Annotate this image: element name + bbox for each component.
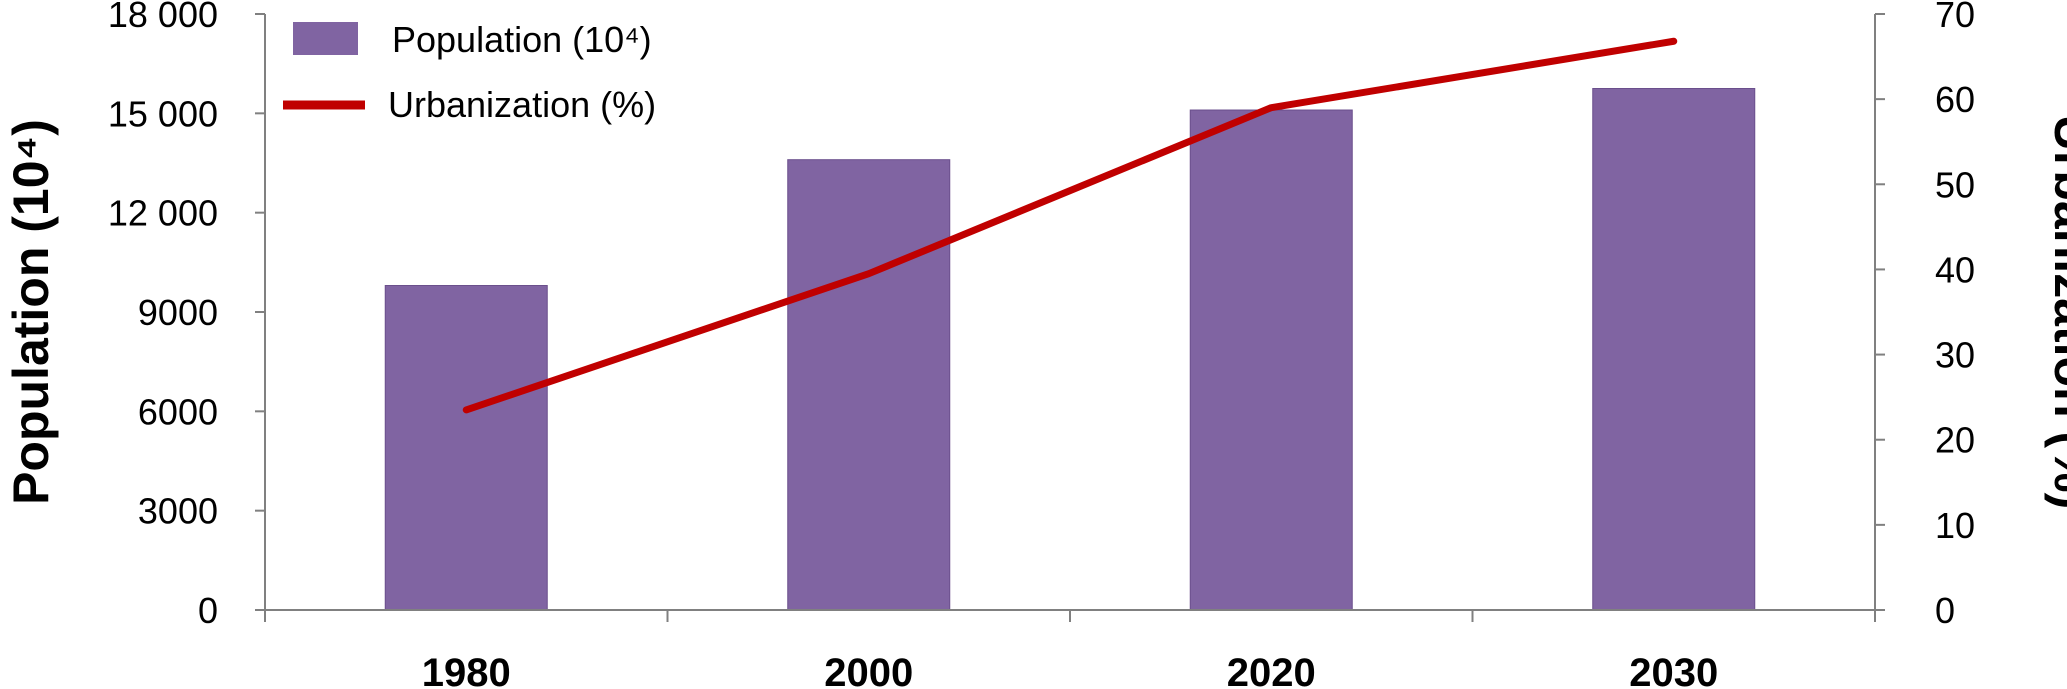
bars-group [384,88,1756,611]
urbanization-point-2000 [865,270,872,277]
right-tick-label: 0 [1935,590,1955,631]
urbanization-line [462,37,1678,414]
line-layer [462,37,1678,414]
bar-2000 [787,159,951,611]
right-tick-label: 10 [1935,505,1975,546]
bar-1980 [384,285,548,611]
bar-2030 [1592,88,1756,611]
x-ticks-group: 1980 2000 2020 2030 [264,610,1876,689]
right-tick-label: 50 [1935,164,1975,205]
legend-swatch-population [293,22,358,55]
left-axis-title: Population (10⁴) [3,119,59,505]
right-tick-label: 40 [1935,249,1975,290]
right-tick-label: 70 [1935,0,1975,35]
legend-label-population: Population (10⁴) [392,19,652,60]
left-tick-label: 12 000 [108,193,218,234]
x-tick-label-2000: 2000 [824,651,913,689]
left-tick-label: 15 000 [108,93,218,134]
left-ticks-group: 0 3000 6000 9000 12 000 15 000 18 000 [108,0,265,631]
bar-2020 [1189,109,1353,611]
urbanization-point-2020 [1268,104,1275,111]
urbanization-point-2030 [1670,38,1677,45]
right-ticks-group: 0 10 20 30 40 50 60 70 [1875,0,1975,631]
right-tick-label: 60 [1935,79,1975,120]
x-tick-label-2020: 2020 [1227,651,1316,689]
left-tick-label: 3000 [138,491,218,532]
legend: Population (10⁴) Urbanization (%) [283,19,656,125]
legend-label-urbanization: Urbanization (%) [388,84,656,125]
left-tick-label: 9000 [138,292,218,333]
left-tick-label: 18 000 [108,0,218,35]
right-tick-label: 30 [1935,335,1975,376]
left-tick-label: 0 [198,590,218,631]
x-tick-label-1980: 1980 [422,651,511,689]
right-tick-label: 20 [1935,420,1975,461]
urbanization-point-1980 [463,406,470,413]
x-tick-label-2030: 2030 [1629,651,1718,689]
left-tick-label: 6000 [138,391,218,432]
right-axis-title: Urbanization (%) [2044,115,2067,509]
